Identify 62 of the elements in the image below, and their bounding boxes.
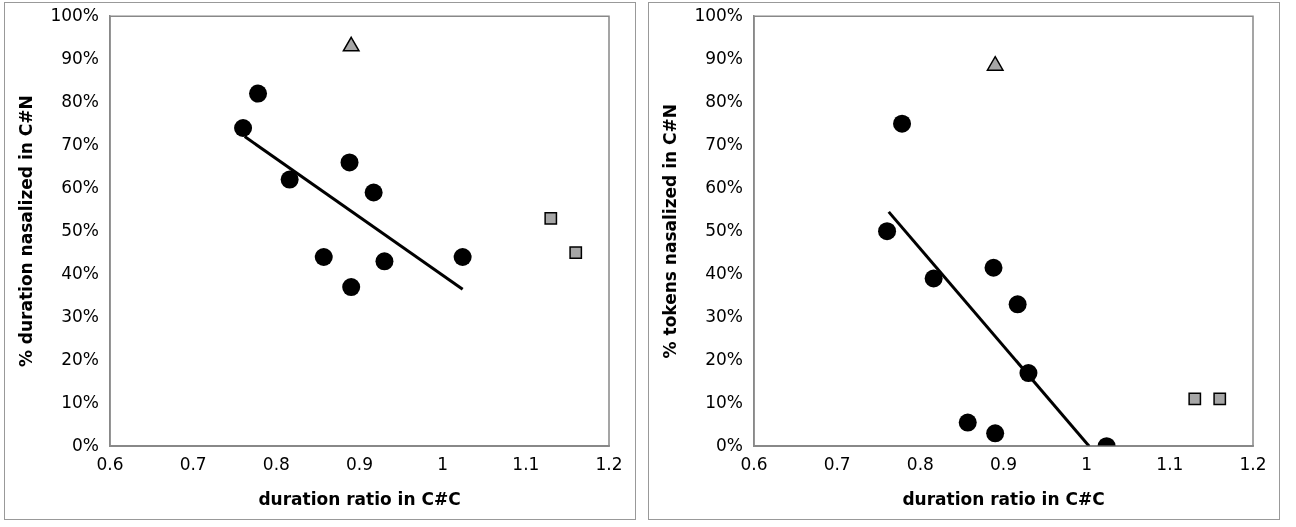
y-tick-label: 50% (61, 219, 99, 240)
y-tick-label: 30% (705, 305, 743, 326)
y-tick-label: 10% (61, 391, 99, 412)
point (984, 258, 1003, 277)
x-tick-label: 1.1 (512, 453, 540, 474)
x-axis-title: duration ratio in C#C (258, 489, 461, 510)
point (878, 222, 897, 241)
x-tick-label: 1.1 (1156, 453, 1184, 474)
y-tick-label: 70% (705, 133, 743, 154)
x-tick-label: 1.2 (595, 453, 623, 474)
y-tick-label: 90% (61, 47, 99, 68)
y-axis-title: % tokens nasalized in C#N (659, 104, 680, 359)
y-tick-label: 0% (72, 434, 99, 455)
point (1213, 392, 1227, 406)
point (1019, 364, 1038, 383)
x-tick-label: 0.7 (179, 453, 207, 474)
y-tick-label: 40% (705, 262, 743, 283)
point (280, 170, 299, 189)
y-tick-label: 30% (61, 305, 99, 326)
point (375, 252, 394, 271)
y-tick-label: 80% (61, 90, 99, 111)
y-axis-title: % duration nasalized in C#N (15, 95, 36, 368)
y-tick-label: 60% (61, 176, 99, 197)
y-tick-label: 100% (694, 4, 743, 25)
y-tick-label: 90% (705, 47, 743, 68)
point (364, 183, 383, 202)
point (342, 278, 361, 297)
x-tick-label: 1 (437, 453, 449, 474)
x-tick-label: 0.7 (823, 453, 851, 474)
point (453, 248, 472, 266)
y-tick-label: 10% (705, 391, 743, 412)
point (958, 413, 977, 432)
point (569, 246, 583, 260)
x-tick-label: 0.8 (906, 453, 934, 474)
y-tick-label: 0% (716, 434, 743, 455)
x-tick-label: 0.8 (262, 453, 290, 474)
x-tick-label: 1 (1081, 453, 1093, 474)
point (342, 36, 360, 52)
point (1008, 295, 1027, 314)
y-tick-label: 80% (705, 90, 743, 111)
point (1188, 392, 1202, 406)
y-tick-label: 20% (61, 348, 99, 369)
point (893, 114, 912, 133)
point (249, 84, 268, 103)
x-axis-title: duration ratio in C#C (902, 489, 1105, 510)
y-tick-label: 100% (50, 4, 99, 25)
y-tick-label: 50% (705, 219, 743, 240)
x-tick-label: 0.9 (989, 453, 1018, 474)
y-tick-label: 20% (705, 348, 743, 369)
x-tick-label: 0.9 (345, 453, 374, 474)
point (544, 211, 558, 225)
point (314, 248, 333, 266)
point (340, 153, 359, 172)
point (234, 119, 253, 137)
point (924, 269, 943, 288)
y-tick-label: 70% (61, 133, 99, 154)
y-tick-label: 60% (705, 176, 743, 197)
x-tick-label: 1.2 (1239, 453, 1267, 474)
point (986, 424, 1005, 443)
y-tick-label: 40% (61, 262, 99, 283)
x-tick-label: 0.6 (740, 453, 768, 474)
x-tick-label: 0.6 (96, 453, 124, 474)
